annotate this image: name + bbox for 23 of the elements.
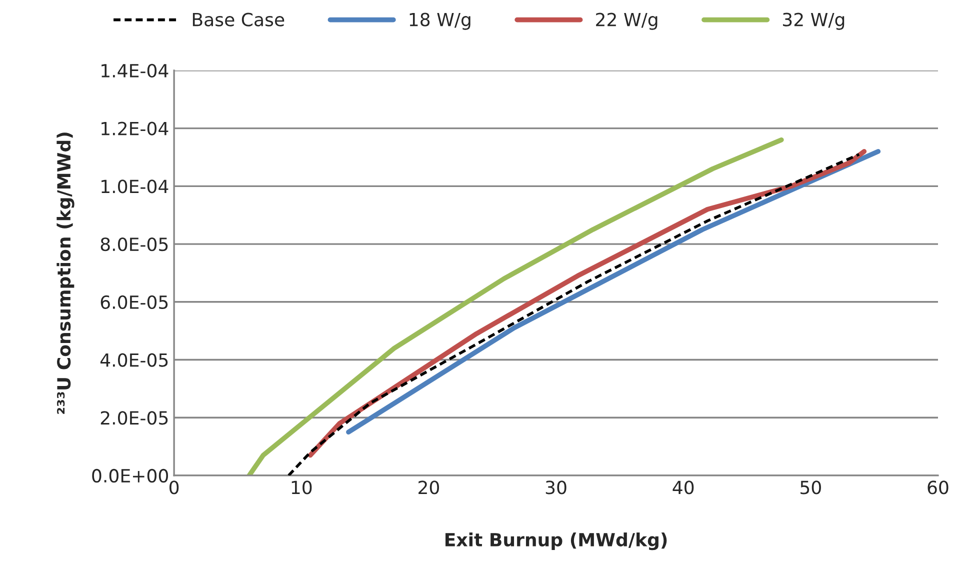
y-axis-title: ²³³U Consumption (kg/MWd) [56,132,74,414]
x-tick-label: 50 [800,480,821,494]
y-tick-label: 8.0E-05 [100,237,168,252]
legend-label: 18 W/g [410,12,470,30]
x-tick-label: 40 [672,480,694,494]
y-tick-label: 6.0E-05 [100,295,168,309]
y-tick-label: 2.0E-05 [100,411,168,425]
x-tick-label: 30 [546,480,566,494]
y-tick-label: 0.0E+00 [92,468,168,483]
y-tick-label: 1.4E-04 [102,64,168,78]
line-series [346,149,881,435]
x-tick-label: 0 [170,480,179,494]
y-tick-label: 4.0E-05 [100,353,168,367]
x-tick-label: 10 [292,480,312,494]
y-tick-label: 1.0E-04 [102,180,168,194]
x-axis-title: Exit Burnup (MWd/kg) [446,532,667,550]
x-tick-label: 20 [418,480,439,494]
legend-label: 22 W/g [596,12,658,30]
legend-label: 32 W/g [783,12,844,30]
x-tick-label: 60 [928,480,948,494]
line-series [246,137,784,476]
legend-label: Base Case [192,12,284,26]
y-tick-label: 1.2E-04 [102,122,168,136]
